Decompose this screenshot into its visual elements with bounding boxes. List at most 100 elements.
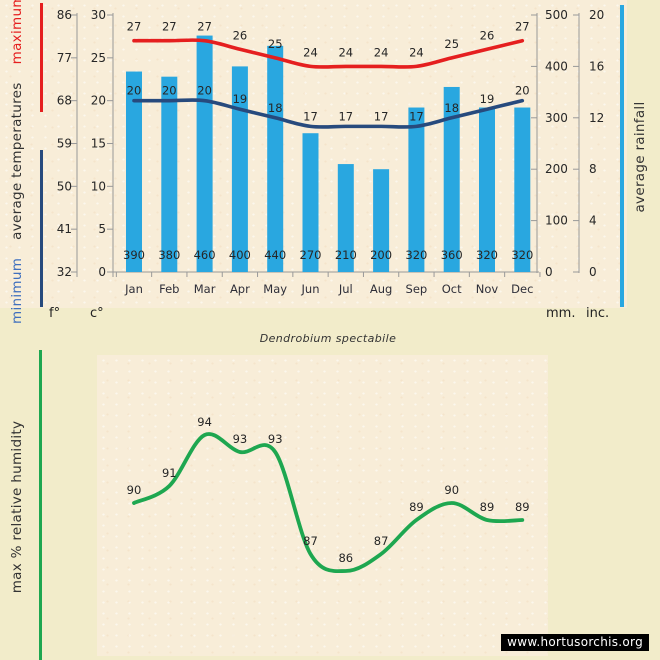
- rainfall-bar: [126, 71, 142, 272]
- inches-tick-label: 8: [589, 162, 597, 176]
- inches-unit-label: inc.: [586, 306, 610, 321]
- humidity-value-label: 93: [268, 432, 283, 446]
- rainfall-value-label: 270: [300, 248, 322, 262]
- fahrenheit-tick-label: 59: [57, 137, 72, 151]
- rainfall-value-label: 440: [264, 248, 286, 262]
- humidity-value-label: 87: [374, 534, 389, 548]
- max-temp-legend-line: [40, 3, 43, 112]
- min-temp-label: 17: [409, 109, 424, 123]
- inches-tick-label: 0: [589, 265, 597, 279]
- rainfall-bar: [302, 133, 319, 272]
- max-temp-label: 27: [162, 20, 177, 34]
- rainfall-value-label: 460: [194, 248, 216, 262]
- celsius-tick-label: 20: [91, 94, 106, 108]
- humidity-chart-area: [97, 355, 548, 656]
- rainfall-value-label: 200: [370, 248, 392, 262]
- rainfall-value-label: 210: [335, 248, 357, 262]
- rainfall-legend-line: [620, 5, 624, 307]
- max-temp-label: 24: [409, 45, 424, 59]
- rainfall-bar: [231, 66, 248, 273]
- rainfall-value-label: 320: [511, 248, 533, 262]
- min-temp-legend-line: [40, 150, 43, 307]
- max-temp-label: 25: [268, 37, 283, 51]
- celsius-tick-label: 15: [91, 137, 106, 151]
- humidity-value-label: 94: [197, 415, 212, 429]
- min-temp-label: 19: [233, 92, 248, 106]
- fahrenheit-tick-label: 68: [57, 94, 72, 108]
- humidity-value-label: 93: [233, 432, 248, 446]
- min-temp-label: 17: [303, 109, 318, 123]
- max-temp-label: 26: [480, 28, 495, 42]
- month-label: Feb: [159, 282, 179, 296]
- celsius-tick-label: 25: [91, 51, 106, 65]
- climate-chart-svg: 8677685950413230252015105050040030020010…: [57, 8, 605, 296]
- month-label: Jul: [338, 282, 353, 296]
- humidity-value-label: 91: [162, 466, 177, 480]
- celsius-tick-label: 10: [91, 179, 106, 193]
- humidity-chart-svg: 90 91 94 93 93 87 86 87 89 90 89 89: [127, 415, 530, 574]
- rainfall-bar: [373, 169, 390, 272]
- celsius-tick-label: 5: [98, 222, 106, 236]
- min-temp-label: 19: [480, 92, 495, 106]
- min-temp-label: 17: [338, 109, 353, 123]
- min-temp-line: [132, 98, 525, 129]
- min-temp-label: 18: [268, 101, 283, 115]
- month-label: Nov: [476, 282, 499, 296]
- min-temp-label: 17: [374, 109, 389, 123]
- rainfall-value-label: 320: [405, 248, 427, 262]
- watermark: www.hortusorchis.org: [501, 634, 649, 651]
- humidity-value-label: 89: [480, 500, 495, 514]
- humidity-axis-title: max % relative humidity: [9, 420, 25, 594]
- fahrenheit-unit-label: f°: [49, 306, 61, 321]
- species-title: Dendrobium spectabile: [259, 332, 397, 345]
- millimeters-unit-label: mm.: [546, 306, 576, 321]
- minimum-label: minimum: [9, 257, 25, 324]
- max-temp-label: 24: [303, 45, 318, 59]
- maximum-label: maximum: [9, 0, 25, 65]
- rainfall-bar: [443, 86, 460, 273]
- inches-tick-label: 20: [589, 8, 604, 22]
- humidity-legend-line: [39, 350, 42, 660]
- fahrenheit-tick-label: 41: [57, 222, 72, 236]
- rainfall-value-label: 320: [476, 248, 498, 262]
- mm-tick-label: 100: [545, 214, 568, 228]
- humidity-line: [132, 432, 525, 574]
- temperature-axis-title: minimum average temperatures maximum: [9, 0, 27, 333]
- fahrenheit-tick-label: 86: [57, 8, 72, 22]
- humidity-value-label: 89: [515, 500, 530, 514]
- mm-tick-label: 300: [545, 111, 568, 125]
- month-label: Dec: [511, 282, 533, 296]
- fahrenheit-tick-label: 77: [57, 51, 72, 65]
- mm-tick-label: 500: [545, 8, 568, 22]
- rainfall-bar: [196, 35, 213, 273]
- max-temp-label: 25: [444, 37, 459, 51]
- celsius-tick-label: 30: [91, 8, 106, 22]
- mm-tick-label: 400: [545, 59, 568, 73]
- rainfall-value-label: 390: [123, 248, 145, 262]
- inches-tick-label: 16: [589, 59, 604, 73]
- humidity-value-label: 89: [409, 500, 424, 514]
- month-label: Jun: [301, 282, 320, 296]
- rainfall-bar: [479, 107, 495, 273]
- rainfall-value-label: 380: [158, 248, 180, 262]
- celsius-tick-label: 0: [98, 265, 106, 279]
- humidity-value-label: 90: [127, 483, 142, 497]
- humidity-value-label: 90: [444, 483, 459, 497]
- average-temperatures-label: average temperatures: [9, 82, 25, 240]
- inches-tick-label: 4: [589, 214, 597, 228]
- min-temp-label: 20: [162, 84, 177, 98]
- humidity-value-label: 86: [338, 551, 353, 565]
- mm-tick-label: 200: [545, 162, 568, 176]
- max-temp-label: 24: [374, 45, 389, 59]
- fahrenheit-tick-label: 32: [57, 265, 72, 279]
- celsius-unit-label: c°: [90, 306, 104, 321]
- max-temp-label: 27: [127, 20, 142, 34]
- min-temp-label: 20: [515, 84, 530, 98]
- rainfall-bar: [267, 45, 284, 273]
- rainfall-value-label: 400: [229, 248, 251, 262]
- month-label: Sep: [406, 282, 428, 296]
- inches-tick-label: 12: [589, 111, 604, 125]
- max-temp-label: 24: [338, 45, 353, 59]
- mm-tick-label: 0: [545, 265, 553, 279]
- rainfall-value-label: 360: [441, 248, 463, 262]
